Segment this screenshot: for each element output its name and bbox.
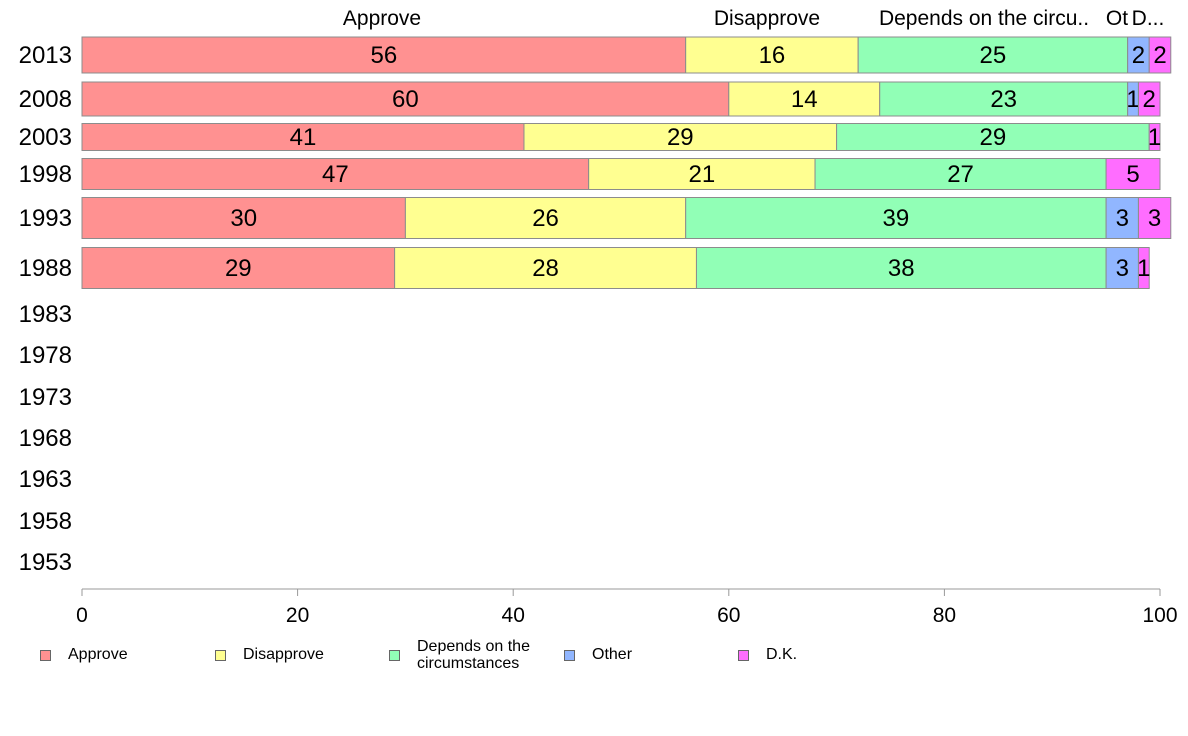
year-label: 1988 (19, 255, 72, 282)
legend-swatch-depends (389, 650, 400, 661)
bar-segment (81, 81, 730, 117)
bar-segment (857, 36, 1129, 74)
data-label: 1 (1137, 255, 1150, 282)
x-tick-label: 100 (1142, 604, 1177, 627)
bar-segment (588, 158, 816, 190)
data-label: 38 (888, 255, 915, 282)
bars-layer: 56 16 25 2 260 14 23 1 241 29 29 147 21 27 530 26 39 3 329… (81, 36, 1172, 289)
data-label: 29 (980, 124, 1007, 151)
bar-segment (685, 197, 1107, 239)
legend-item-other: Other (564, 636, 632, 663)
legend-label: D.K. (766, 646, 798, 663)
year-label: 1983 (19, 301, 72, 328)
legend-swatch-disapprove (215, 650, 226, 661)
year-label: 1968 (19, 425, 72, 452)
year-label: 1993 (19, 205, 72, 232)
legend: Approve Disapprove Depends on the circum… (0, 636, 1188, 686)
data-label: 2 (1143, 86, 1156, 113)
year-labels: 2013 2008 2003 1998 1993 1988 1983 1978 1973 1968… (19, 42, 72, 576)
bar-segment (1137, 81, 1161, 117)
bar-segment (1137, 247, 1150, 289)
bar-segment (1148, 36, 1172, 74)
data-label: 28 (532, 255, 559, 282)
x-tick-label: 0 (76, 604, 88, 627)
column-header-label: Ot (1106, 7, 1128, 30)
data-label: 30 (230, 205, 257, 232)
data-label: 47 (322, 161, 349, 188)
data-label: 27 (947, 161, 974, 188)
bar-segment (814, 158, 1107, 190)
data-label: 14 (791, 86, 818, 113)
column-header-label: Depends on the circu.. (879, 7, 1089, 30)
x-tick-label: 20 (286, 604, 309, 627)
column-header-label: D... (1132, 7, 1165, 30)
data-label: 41 (290, 124, 317, 151)
data-label: 39 (883, 205, 910, 232)
bar-segment (1148, 123, 1161, 151)
bar-segment (81, 123, 525, 151)
data-label: 3 (1116, 255, 1129, 282)
data-label: 16 (759, 42, 786, 69)
bar-segment (404, 197, 687, 239)
legend-item-depends: Depends on the circumstances (389, 636, 552, 672)
data-label: 56 (370, 42, 397, 69)
year-label: 1963 (19, 466, 72, 493)
bar-segment (685, 36, 859, 74)
bar-segment (836, 123, 1150, 151)
data-label: 2 (1132, 42, 1145, 69)
stacked-bar-chart: 56 16 25 2 260 14 23 1 241 29 29 147 21 27 530 26 39 3 329… (19, 7, 1178, 627)
data-label: 21 (688, 161, 715, 188)
data-label: 1 (1148, 124, 1161, 151)
legend-swatch-dk (738, 650, 749, 661)
data-label: 60 (392, 86, 419, 113)
column-header-label: Approve (343, 7, 421, 30)
year-label: 1958 (19, 508, 72, 535)
year-label: 1973 (19, 384, 72, 411)
bar-segment (1105, 247, 1139, 289)
year-label: 2003 (19, 124, 72, 151)
year-label: 2008 (19, 86, 72, 113)
year-label: 1978 (19, 342, 72, 369)
bar-segment (1137, 197, 1172, 239)
legend-swatch-approve (40, 650, 51, 661)
data-label: 3 (1148, 205, 1161, 232)
data-label: 29 (667, 124, 694, 151)
data-label: 25 (980, 42, 1007, 69)
x-tick-label: 60 (717, 604, 740, 627)
bar-segment (879, 81, 1129, 117)
bar-segment (81, 197, 406, 239)
data-label: 23 (990, 86, 1017, 113)
legend-item-disapprove: Disapprove (215, 636, 324, 663)
x-tick-label: 80 (933, 604, 956, 627)
data-label: 5 (1126, 161, 1139, 188)
data-label: 29 (225, 255, 252, 282)
bar-segment (523, 123, 838, 151)
bar-segment (81, 36, 687, 74)
legend-label: Depends on the circumstances (417, 638, 530, 672)
bar-segment (1105, 197, 1139, 239)
legend-label: Disapprove (243, 646, 324, 663)
legend-label: Approve (68, 646, 128, 663)
data-label: 3 (1116, 205, 1129, 232)
x-axis: 0 20 40 60 80 100 (76, 588, 1178, 627)
column-header-labels: Approve Disapprove Depends on the circu.. O… (343, 7, 1164, 30)
data-label: 2 (1153, 42, 1166, 69)
bar-segment (1105, 158, 1161, 190)
data-label: 26 (532, 205, 559, 232)
legend-item-dk: D.K. (738, 636, 797, 663)
x-tick-label: 40 (502, 604, 525, 627)
legend-item-approve: Approve (40, 636, 128, 663)
bar-segment (394, 247, 697, 289)
bar-segment (728, 81, 881, 117)
bar-segment (81, 247, 396, 289)
bar-segment (695, 247, 1107, 289)
year-label: 2013 (19, 42, 72, 69)
year-label: 1998 (19, 161, 72, 188)
data-label: 1 (1126, 86, 1139, 113)
bar-segment (81, 158, 590, 190)
column-header-label: Disapprove (714, 7, 820, 30)
legend-swatch-other (564, 650, 575, 661)
year-label: 1953 (19, 549, 72, 576)
legend-label: Other (592, 646, 633, 663)
